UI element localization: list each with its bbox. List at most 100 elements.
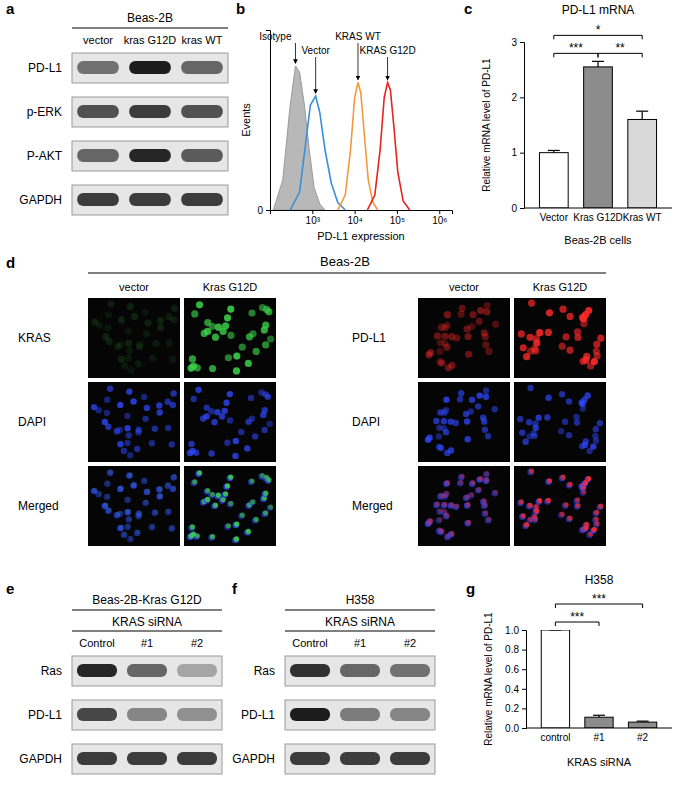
nucleus — [227, 391, 233, 397]
nucleus — [566, 432, 572, 438]
stain — [438, 508, 443, 513]
tick: 0 — [511, 203, 524, 214]
stain — [466, 520, 471, 525]
stain — [126, 347, 133, 354]
nucleus — [261, 511, 267, 517]
panel-title: Beas-2B — [320, 254, 370, 269]
band — [77, 149, 119, 162]
nucleus — [562, 419, 568, 425]
band — [77, 105, 119, 118]
row-label: P-AKT — [27, 149, 63, 163]
stain — [234, 536, 239, 541]
nucleus — [203, 497, 209, 503]
nucleus — [265, 394, 271, 400]
stain — [459, 305, 466, 312]
tick-label: 3 — [511, 37, 517, 48]
stain — [470, 480, 475, 485]
title-rule — [72, 610, 222, 611]
nucleus — [248, 479, 254, 485]
tick: 10⁵ — [390, 210, 405, 226]
micrograph — [184, 466, 276, 546]
axis-line — [271, 211, 453, 215]
stain — [485, 348, 492, 355]
nucleus — [483, 471, 489, 477]
stain — [136, 529, 141, 534]
stain — [469, 492, 474, 497]
nucleus — [170, 474, 176, 480]
stain — [228, 501, 233, 506]
stain — [528, 299, 535, 306]
row-label: PD-L1 — [28, 61, 62, 75]
micrograph-field — [514, 466, 606, 546]
stain — [169, 356, 176, 363]
stain — [170, 316, 177, 323]
tick: 0.6 — [505, 664, 526, 675]
tick-mark — [312, 210, 313, 214]
tick: 10³ — [306, 210, 321, 226]
tick: #2 — [637, 728, 649, 743]
tick-mark — [520, 208, 524, 209]
nucleus — [482, 511, 488, 517]
nucleus — [134, 446, 140, 452]
nucleus — [117, 525, 123, 531]
lane-label: #2 — [191, 637, 203, 649]
stain — [107, 507, 112, 512]
stain — [105, 311, 112, 318]
stain — [204, 319, 211, 326]
stain — [477, 487, 482, 492]
micrograph-field — [514, 298, 606, 378]
nucleus — [156, 486, 162, 492]
lane-label: vector — [83, 34, 113, 46]
stain — [144, 319, 151, 326]
stain — [228, 474, 233, 479]
stain — [145, 488, 150, 493]
axis: VectorKras G12DKras WT — [524, 208, 672, 223]
stain — [131, 313, 138, 320]
tick: #1 — [593, 728, 605, 743]
nucleus — [464, 502, 470, 508]
lane-label: kras WT — [182, 34, 223, 46]
nucleus — [517, 500, 523, 506]
nucleus — [464, 520, 470, 526]
tick: 0.4 — [505, 684, 526, 695]
nucleus — [475, 403, 481, 409]
nucleus — [464, 418, 470, 424]
stain — [575, 497, 580, 502]
nucleus — [448, 447, 454, 453]
x-axis-title: PD-L1 expression — [317, 230, 404, 242]
y-axis-title: Events — [240, 103, 252, 137]
stain — [444, 513, 449, 518]
bar — [539, 153, 568, 208]
nucleus — [224, 440, 230, 446]
significance-label: ** — [615, 41, 625, 55]
band — [127, 708, 167, 721]
stain — [103, 502, 108, 507]
stain — [560, 512, 565, 517]
tick-mark — [522, 669, 526, 670]
row-label: p-ERK — [27, 105, 62, 119]
nucleus — [221, 492, 227, 498]
nucleus — [443, 480, 449, 486]
stain — [135, 360, 142, 367]
band — [181, 193, 223, 206]
stain — [567, 482, 572, 487]
nucleus — [590, 527, 596, 533]
y-axis-title: Relative mRNA level of PD-L1 — [483, 612, 494, 746]
stain — [460, 474, 465, 479]
nucleus — [443, 513, 449, 519]
western-blot: Beas-2Bvectorkras G12Dkras WTPD-L1p-ERKP… — [19, 11, 228, 215]
nucleus — [219, 413, 225, 419]
nucleus — [522, 438, 528, 444]
tick: Kras G12D — [573, 208, 622, 223]
blot-title: Beas-2B-Kras G12D — [92, 593, 202, 607]
nucleus — [149, 524, 155, 530]
tick: 10⁶ — [432, 210, 447, 226]
stain — [212, 334, 219, 341]
nucleus — [227, 475, 233, 481]
panel-label: f — [232, 580, 238, 597]
stain — [478, 476, 483, 481]
nucleus — [491, 490, 497, 496]
nucleus — [448, 418, 454, 424]
nucleus — [104, 410, 110, 416]
stain — [105, 493, 110, 498]
